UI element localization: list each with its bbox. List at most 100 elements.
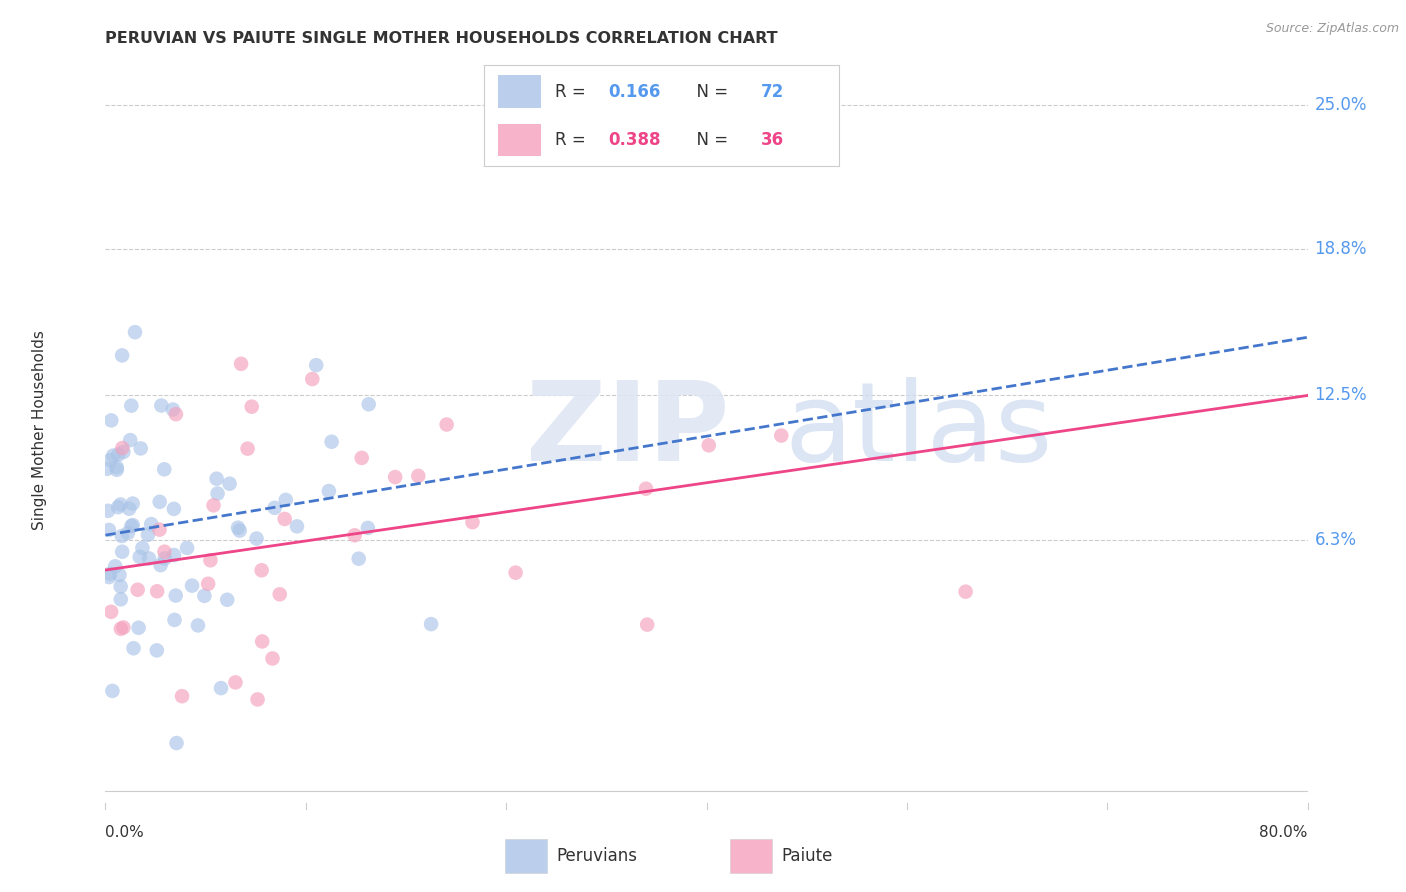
Point (98, 570, 121, 584)
Point (461, 515, 484, 529)
Point (269, 587, 291, 601)
Point (166, 736, 188, 750)
Point (187, 618, 209, 632)
Point (408, 468, 430, 483)
Point (100, 605, 122, 619)
Point (200, 553, 222, 567)
Point (165, 589, 187, 603)
Point (131, 541, 153, 555)
Point (384, 470, 406, 484)
Text: Single Mother Households: Single Mother Households (32, 330, 46, 531)
Point (305, 358, 328, 372)
Point (229, 357, 252, 371)
Point (129, 442, 152, 456)
Point (153, 545, 176, 559)
Point (274, 492, 297, 507)
Point (110, 622, 132, 636)
Point (163, 613, 186, 627)
Point (122, 641, 145, 656)
Point (209, 681, 232, 695)
Point (163, 548, 186, 562)
Point (697, 438, 720, 452)
Point (141, 517, 163, 532)
Point (97, 504, 120, 518)
Point (110, 580, 132, 594)
Point (218, 476, 240, 491)
Point (146, 584, 169, 599)
Point (117, 526, 139, 541)
Text: Paiute: Paiute (782, 847, 834, 865)
Point (170, 689, 193, 703)
Point (165, 407, 187, 421)
Text: Peruvians: Peruvians (557, 847, 638, 865)
Point (149, 558, 172, 573)
Point (96, 462, 118, 476)
Point (111, 441, 134, 455)
Point (202, 499, 225, 513)
FancyBboxPatch shape (505, 839, 547, 873)
Point (240, 400, 263, 414)
Point (98, 566, 121, 581)
Text: Source: ZipAtlas.com: Source: ZipAtlas.com (1265, 22, 1399, 36)
Point (105, 460, 128, 475)
Point (350, 450, 373, 465)
Point (100, 413, 122, 427)
Point (207, 486, 229, 500)
Point (148, 523, 170, 537)
Point (245, 532, 267, 546)
Point (357, 521, 380, 535)
Text: ZIP: ZIP (526, 377, 730, 483)
Point (250, 634, 273, 648)
Point (108, 568, 131, 582)
Point (112, 445, 135, 459)
Point (118, 501, 141, 516)
Point (262, 651, 284, 665)
Text: 6.3%: 6.3% (1315, 531, 1357, 549)
Point (321, 434, 343, 449)
Point (101, 684, 124, 698)
Point (505, 566, 527, 580)
Text: 0.0%: 0.0% (105, 825, 145, 840)
Point (273, 512, 295, 526)
Point (104, 559, 127, 574)
Point (955, 584, 977, 599)
Point (634, 482, 657, 496)
Text: 80.0%: 80.0% (1260, 825, 1308, 840)
Point (110, 592, 132, 607)
Point (121, 497, 143, 511)
Point (226, 521, 249, 535)
Point (111, 529, 134, 543)
Point (246, 692, 269, 706)
Point (193, 589, 215, 603)
Point (228, 524, 250, 538)
Point (111, 545, 134, 559)
Point (120, 399, 142, 413)
Point (120, 519, 142, 533)
Point (285, 519, 308, 533)
Point (149, 495, 172, 509)
Point (176, 541, 198, 555)
Text: 18.8%: 18.8% (1315, 240, 1367, 258)
Point (120, 433, 142, 447)
Point (153, 462, 176, 476)
Point (163, 501, 186, 516)
Point (181, 579, 204, 593)
Point (343, 528, 366, 542)
Point (128, 549, 150, 564)
Point (121, 518, 143, 533)
Text: 12.5%: 12.5% (1315, 386, 1367, 404)
Point (250, 563, 273, 577)
Point (136, 528, 159, 542)
Point (107, 448, 129, 462)
Point (205, 472, 228, 486)
Point (127, 582, 149, 597)
Point (357, 397, 380, 411)
Point (124, 325, 146, 339)
Point (146, 643, 169, 657)
Point (636, 617, 658, 632)
Point (420, 617, 443, 632)
Point (111, 348, 134, 362)
Point (101, 449, 124, 463)
FancyBboxPatch shape (730, 839, 772, 873)
Point (138, 551, 160, 566)
